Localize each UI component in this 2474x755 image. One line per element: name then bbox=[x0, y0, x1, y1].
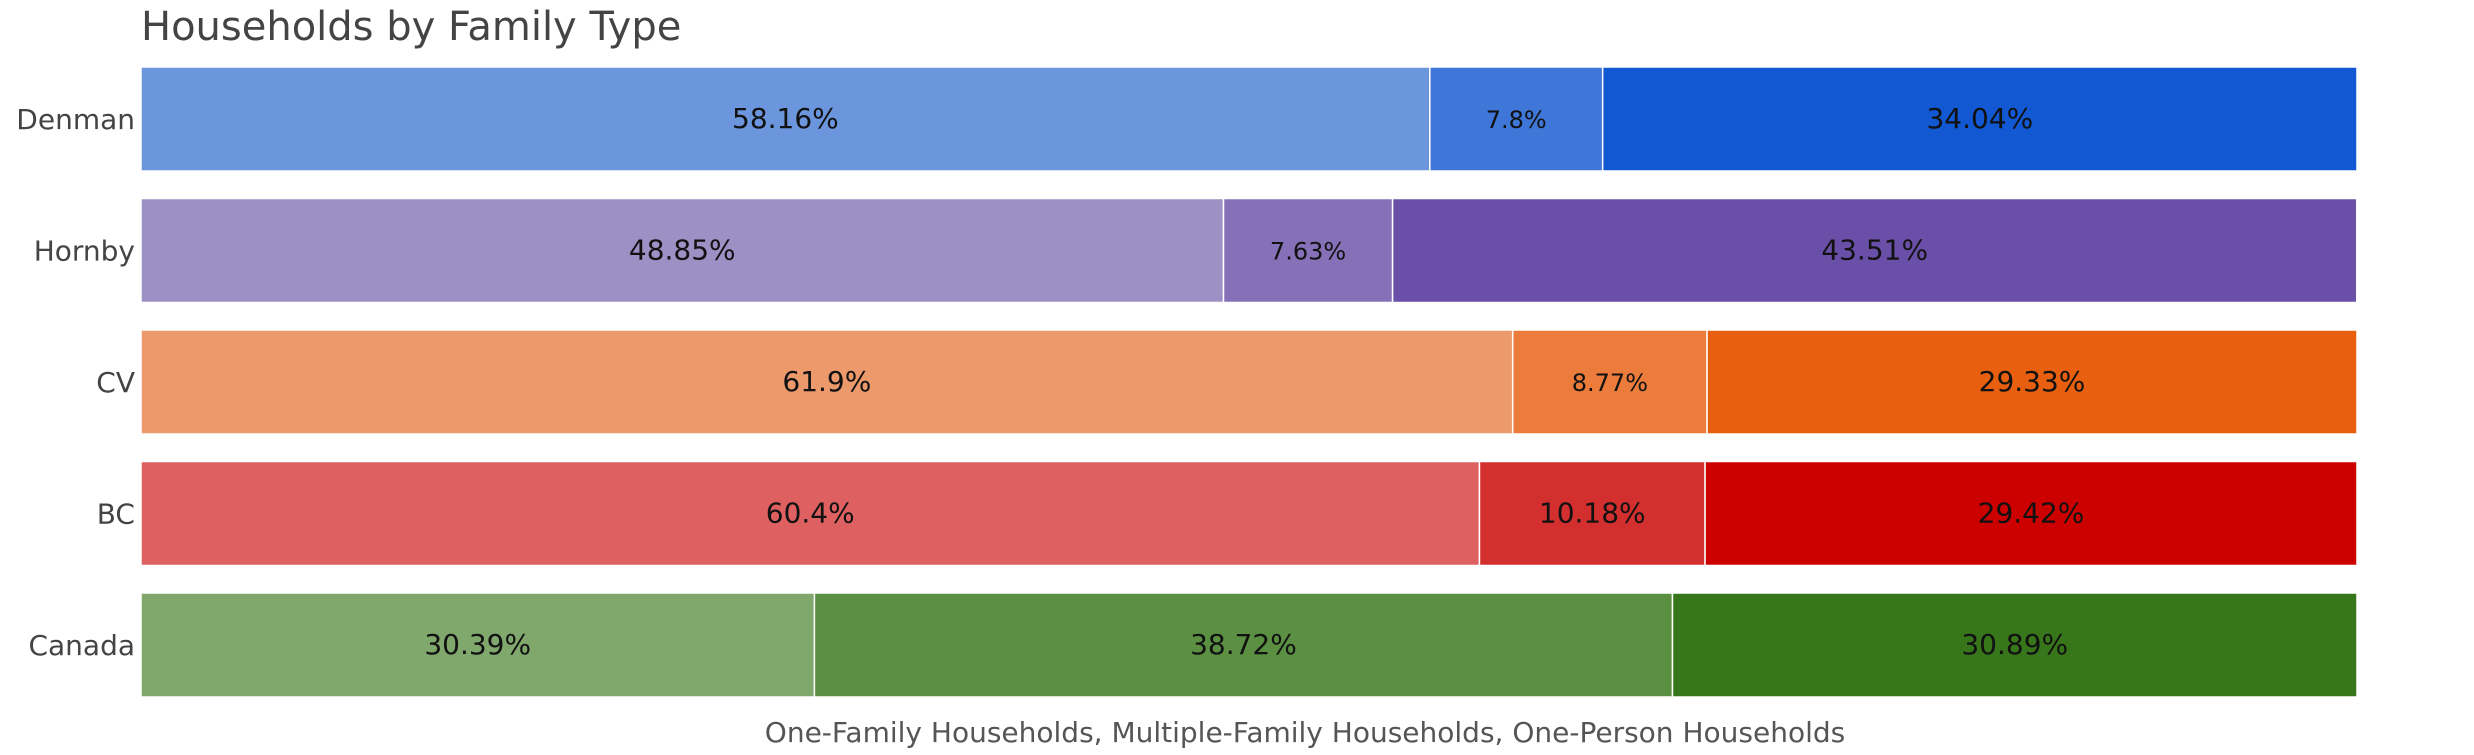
category-label: Denman bbox=[16, 103, 135, 136]
bar-segment bbox=[140, 460, 1481, 567]
bar-segment bbox=[1429, 66, 1604, 172]
bar-row-hornby: Hornby 48.85% 7.63% 43.51% bbox=[34, 197, 2358, 304]
data-label: 8.77% bbox=[1572, 369, 1648, 397]
category-label: BC bbox=[97, 498, 135, 531]
bar-segment bbox=[1511, 329, 1708, 435]
data-label: 7.63% bbox=[1270, 238, 1346, 266]
data-label: 60.4% bbox=[766, 497, 855, 530]
data-label: 38.72% bbox=[1190, 628, 1297, 661]
bar-segment bbox=[1706, 329, 2358, 435]
data-label: 43.51% bbox=[1821, 234, 1928, 267]
bar-segment bbox=[1601, 66, 2358, 172]
data-label: 30.89% bbox=[1961, 628, 2068, 661]
bar-segment bbox=[1671, 592, 2358, 698]
data-label: 48.85% bbox=[629, 234, 736, 267]
bar-segment bbox=[140, 592, 816, 698]
data-label: 61.9% bbox=[782, 365, 871, 398]
bar-segment bbox=[140, 197, 1225, 304]
bar-segment bbox=[1222, 197, 1394, 304]
x-axis-label: One-Family Households, Multiple-Family H… bbox=[765, 716, 1845, 749]
bar-segment bbox=[140, 329, 1514, 435]
bars-group: Denman 58.16% 7.8% 34.04% Hornby 48.85% 7.63% 4… bbox=[16, 66, 2358, 698]
data-label: 58.16% bbox=[732, 102, 839, 135]
data-label: 34.04% bbox=[1926, 102, 2033, 135]
category-label: CV bbox=[96, 366, 135, 399]
chart-title: Households by Family Type bbox=[141, 4, 681, 50]
data-label: 10.18% bbox=[1539, 497, 1646, 530]
category-label: Hornby bbox=[34, 235, 135, 268]
data-label: 29.33% bbox=[1979, 365, 2086, 398]
bar-row-canada: Canada 30.39% 38.72% 30.89% bbox=[28, 592, 2358, 698]
data-label: 7.8% bbox=[1486, 106, 1547, 134]
data-label: 30.39% bbox=[424, 628, 531, 661]
bar-segment bbox=[1391, 197, 2358, 304]
bar-segment bbox=[140, 66, 1431, 172]
bar-row-bc: BC 60.4% 10.18% 29.42% bbox=[97, 460, 2358, 567]
bar-row-cv: CV 61.9% 8.77% 29.33% bbox=[96, 329, 2358, 435]
category-label: Canada bbox=[28, 629, 135, 662]
bar-segment bbox=[813, 592, 1674, 698]
bar-segment bbox=[1704, 460, 2358, 567]
data-label: 29.42% bbox=[1978, 497, 2085, 530]
bar-row-denman: Denman 58.16% 7.8% 34.04% bbox=[16, 66, 2358, 172]
